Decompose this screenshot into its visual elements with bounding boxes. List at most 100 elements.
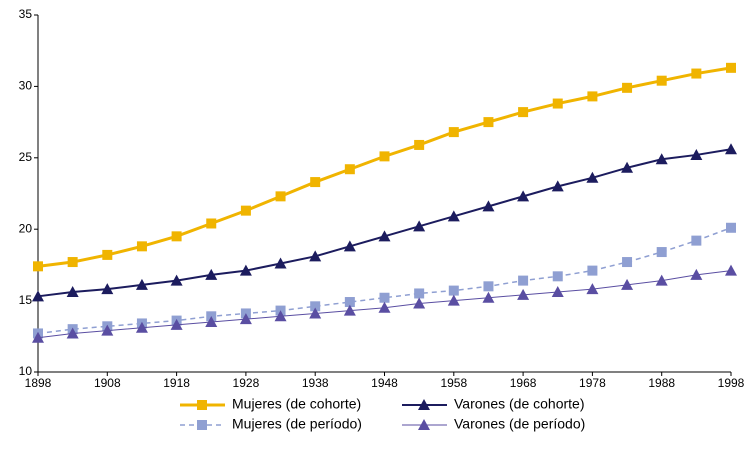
marker (413, 297, 426, 309)
marker (101, 283, 114, 295)
marker (414, 139, 425, 150)
marker (66, 286, 79, 298)
y-tick-label: 10 (19, 364, 33, 378)
x-tick-label: 1938 (302, 376, 329, 390)
marker (414, 288, 425, 299)
legend-label: Mujeres (de cohorte) (232, 396, 361, 412)
marker (587, 265, 598, 276)
marker (378, 230, 391, 242)
marker (240, 205, 251, 216)
marker (517, 190, 530, 202)
marker (552, 271, 563, 282)
marker (621, 161, 634, 173)
y-tick-label: 15 (19, 293, 33, 307)
marker (418, 399, 430, 410)
y-tick-label: 20 (19, 221, 33, 235)
marker (32, 331, 44, 343)
marker (205, 316, 218, 328)
x-tick-label: 1998 (718, 376, 745, 390)
marker (343, 240, 356, 252)
marker (447, 210, 460, 222)
marker (691, 68, 702, 79)
marker (587, 91, 598, 102)
marker (655, 274, 668, 286)
marker (171, 231, 182, 242)
marker (239, 264, 252, 276)
marker (448, 285, 459, 296)
marker (726, 222, 736, 233)
marker (418, 419, 430, 430)
marker (483, 281, 494, 292)
x-tick-label: 1958 (440, 376, 467, 390)
marker (622, 257, 633, 268)
marker (136, 241, 147, 252)
marker (344, 297, 355, 308)
x-tick-label: 1948 (371, 376, 398, 390)
marker (690, 268, 703, 280)
marker (622, 82, 633, 93)
marker (725, 143, 737, 155)
marker (518, 275, 529, 286)
marker (101, 324, 114, 336)
marker (586, 171, 599, 183)
x-tick-label: 1968 (510, 376, 537, 390)
marker (205, 268, 218, 280)
marker (517, 288, 530, 300)
marker (135, 321, 148, 333)
marker (691, 235, 702, 246)
marker (309, 307, 322, 319)
x-tick-label: 1908 (94, 376, 121, 390)
marker (656, 75, 667, 86)
marker (33, 261, 43, 272)
marker (586, 283, 599, 295)
marker (274, 310, 287, 322)
marker (448, 127, 459, 138)
marker (482, 291, 495, 303)
x-tick-label: 1918 (163, 376, 190, 390)
marker (726, 62, 736, 73)
marker (343, 304, 356, 316)
marker (197, 400, 207, 410)
marker (274, 257, 287, 269)
marker (239, 313, 252, 325)
x-tick-label: 1898 (25, 376, 52, 390)
marker (656, 247, 667, 258)
y-tick-label: 35 (19, 7, 33, 21)
marker (725, 264, 737, 276)
y-tick-label: 25 (19, 150, 33, 164)
marker (413, 220, 426, 232)
marker (197, 420, 207, 430)
legend-label: Mujeres (de período) (232, 416, 362, 432)
marker (102, 249, 113, 260)
marker (518, 107, 529, 118)
marker (482, 200, 495, 212)
marker (344, 164, 355, 175)
marker (621, 278, 634, 290)
marker (206, 218, 217, 229)
marker (310, 177, 321, 188)
marker (690, 148, 703, 160)
marker (275, 191, 286, 202)
marker (67, 257, 78, 268)
legend-label: Varones (de cohorte) (454, 396, 584, 412)
marker (483, 117, 494, 128)
marker (379, 151, 390, 162)
marker (447, 294, 460, 306)
marker (66, 327, 79, 339)
marker (551, 286, 564, 298)
marker (170, 274, 183, 286)
marker (309, 250, 322, 262)
marker (552, 98, 563, 109)
legend-label: Varones (de período) (454, 416, 585, 432)
marker (379, 292, 390, 303)
marker (378, 301, 391, 313)
marker (310, 301, 321, 312)
marker (170, 318, 183, 330)
x-tick-label: 1978 (579, 376, 606, 390)
y-tick-label: 30 (19, 79, 33, 93)
marker (655, 153, 668, 165)
marker (32, 290, 44, 302)
marker (551, 180, 564, 192)
x-tick-label: 1988 (648, 376, 675, 390)
